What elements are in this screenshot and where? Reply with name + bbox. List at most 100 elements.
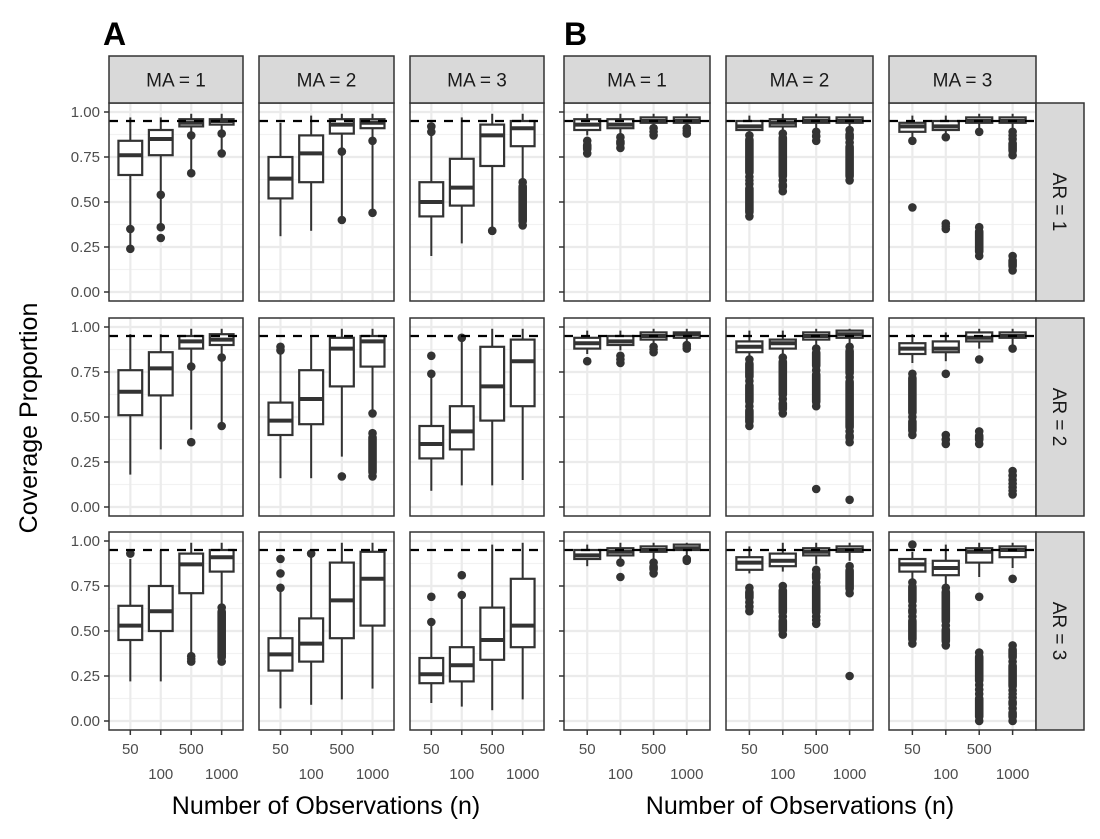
facet-panel-b-ar2-ma2 xyxy=(725,317,874,517)
outlier-point xyxy=(276,342,285,352)
facet-panel-b-ar3-ma3 xyxy=(888,531,1037,731)
outlier-run xyxy=(811,616,821,624)
panel-border xyxy=(258,317,395,517)
box-n50 xyxy=(117,117,144,254)
strips-layer: MA = 1 MA = 2 MA = 3 MA = 1 MA = 2 MA = 3 AR =… xyxy=(108,55,1085,731)
row-strip-label: AR = 1 xyxy=(1048,173,1069,232)
outlier-run xyxy=(778,357,788,399)
outlier-point xyxy=(908,203,917,212)
outlier-point xyxy=(126,224,135,234)
x-tick-label: 50 xyxy=(423,741,440,758)
outlier-run xyxy=(1008,645,1017,662)
outlier-point xyxy=(156,222,166,232)
box-n1000 xyxy=(509,542,536,700)
outlier-run xyxy=(974,431,984,444)
box-n1000 xyxy=(672,542,701,566)
iqr-box xyxy=(147,351,174,397)
outlier-run xyxy=(941,587,951,626)
outlier-point xyxy=(941,132,951,142)
row-strip: AR = 2 xyxy=(1035,317,1085,517)
x-tick-label: 500 xyxy=(804,741,829,758)
box-n100 xyxy=(298,336,325,479)
outlier-run xyxy=(778,586,788,617)
box-n100 xyxy=(147,117,174,243)
outlier-point xyxy=(457,570,467,580)
outlier-point xyxy=(427,592,436,602)
outlier-point xyxy=(126,549,135,558)
column-strip-background xyxy=(563,55,711,104)
box-n50 xyxy=(898,540,927,648)
iqr-box xyxy=(448,157,475,207)
outlier-run xyxy=(682,345,692,349)
outlier-point xyxy=(186,168,196,178)
facet-panel-a-ar2-ma1 xyxy=(108,317,244,517)
panel-tag-b: B xyxy=(564,16,587,52)
box-n500 xyxy=(328,328,355,481)
facet-panel-b-ar3-ma2 xyxy=(725,531,874,731)
box-n50 xyxy=(418,351,445,491)
outlier-point xyxy=(941,369,951,379)
outlier-point xyxy=(276,569,285,578)
box-n1000 xyxy=(998,542,1027,726)
facet-panel-b-ar1-ma3 xyxy=(888,102,1037,302)
box-n1000 xyxy=(509,328,536,480)
panel-border xyxy=(258,531,395,731)
box-n50 xyxy=(267,122,294,237)
column-strip: MA = 3 xyxy=(888,55,1037,104)
iqr-box xyxy=(359,334,386,368)
outlier-run xyxy=(745,406,754,426)
outlier-run xyxy=(908,605,917,617)
outlier-run xyxy=(649,128,658,136)
outlier-point xyxy=(908,136,917,146)
row-strip-background xyxy=(1035,102,1085,302)
column-strip-background xyxy=(108,55,244,104)
iqr-box xyxy=(328,336,355,388)
outlier-run xyxy=(1008,471,1017,480)
outlier-point xyxy=(156,190,166,200)
panels-layer xyxy=(108,102,1037,731)
box-n50 xyxy=(898,334,927,440)
outlier-run xyxy=(941,625,951,646)
outlier-point xyxy=(126,244,135,254)
outlier-point xyxy=(811,484,821,494)
facet-panel-a-ar3-ma2 xyxy=(258,531,395,731)
box-n100 xyxy=(768,542,797,639)
outlier-run xyxy=(186,656,196,662)
outlier-run xyxy=(908,417,917,435)
outlier-run xyxy=(908,373,917,417)
outlier-run xyxy=(1008,697,1017,709)
x-tick-label: 50 xyxy=(122,741,139,758)
iqr-box xyxy=(418,656,445,685)
outlier-run xyxy=(908,582,917,606)
outlier-run xyxy=(745,602,754,612)
box-n1000 xyxy=(359,113,386,218)
facet-panel-a-ar1-ma3 xyxy=(409,102,545,302)
facet-panel-b-ar1-ma1 xyxy=(563,102,711,302)
x-tick-label: 1000 xyxy=(670,766,703,783)
iqr-box xyxy=(178,552,205,595)
outlier-point xyxy=(368,208,377,218)
box-n500 xyxy=(479,544,506,711)
box-n100 xyxy=(931,544,960,650)
box-n100 xyxy=(768,113,797,196)
outlier-point xyxy=(616,572,625,582)
outlier-run xyxy=(811,582,821,617)
outlier-point xyxy=(974,127,984,137)
y-axis-title: Coverage Proportion xyxy=(15,303,43,534)
outlier-run xyxy=(778,133,788,181)
box-n100 xyxy=(147,334,174,450)
y-tick-label: 0.25 xyxy=(71,239,100,256)
iqr-box xyxy=(418,181,445,218)
column-strip-label: MA = 3 xyxy=(447,71,507,92)
x-tick-label: 50 xyxy=(272,741,289,758)
x-tick-label: 1000 xyxy=(996,766,1029,783)
facet-panel-b-ar2-ma1 xyxy=(563,317,711,517)
column-strip-background xyxy=(409,55,545,104)
iqr-box xyxy=(479,345,506,422)
column-strip: MA = 3 xyxy=(409,55,545,104)
iqr-box xyxy=(117,604,144,642)
outlier-point xyxy=(845,671,854,681)
iqr-box xyxy=(147,584,174,633)
outlier-point xyxy=(276,554,285,564)
column-strip: MA = 1 xyxy=(108,55,244,104)
